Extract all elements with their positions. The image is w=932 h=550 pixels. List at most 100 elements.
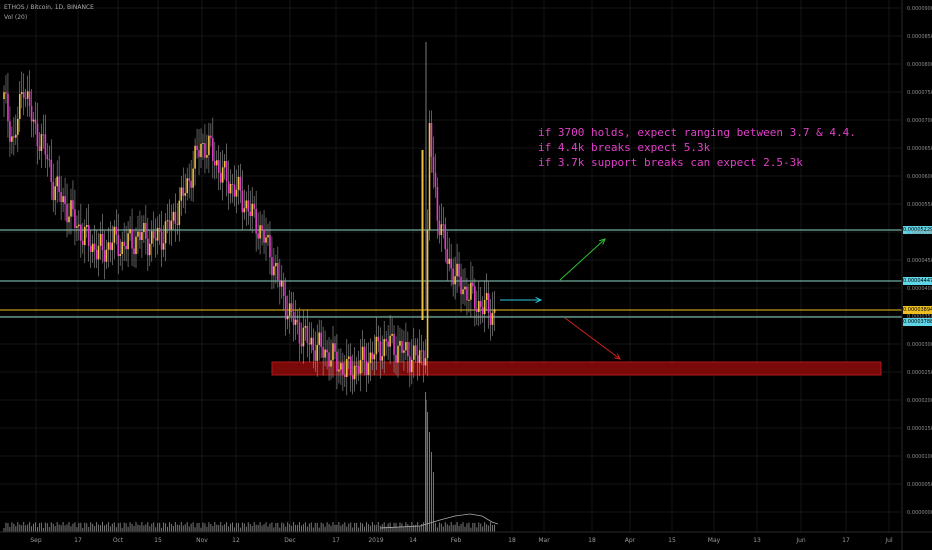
volume-bar (40, 522, 42, 532)
volume-bar (115, 527, 117, 532)
volume-bar (419, 525, 421, 532)
volume-bar (249, 523, 251, 532)
volume-bar (107, 522, 109, 532)
arrow-down (564, 317, 621, 360)
volume-bar (344, 522, 346, 532)
candle-body (99, 233, 102, 246)
x-tick-label: 18 (588, 537, 596, 544)
candle-body (160, 231, 163, 250)
candle-body (326, 349, 328, 353)
candle-body (458, 263, 460, 277)
volume-bar (492, 525, 494, 532)
volume-bar (163, 522, 165, 532)
candle-body (210, 135, 212, 138)
candle-body (282, 281, 285, 297)
candle-body (22, 92, 25, 99)
candle-body (212, 137, 214, 161)
candle-body (152, 231, 155, 239)
volume-bar (273, 527, 275, 532)
volume-bar (326, 522, 328, 532)
candle-body (40, 134, 43, 151)
support-zone (271, 361, 882, 376)
volume-bar (109, 526, 111, 532)
y-tick-label: 0.00005000 (907, 230, 932, 236)
volume-bar (265, 522, 267, 532)
arrow-sideways-head (535, 296, 543, 304)
volume-bar (123, 522, 125, 532)
candle-body (491, 312, 494, 325)
y-tick-label: 0.00004500 (907, 258, 932, 264)
y-tick-label: 0.00006000 (907, 174, 932, 180)
volume-label: Vol (20) (4, 14, 28, 21)
arrow-up (559, 238, 606, 281)
arrow-up-head (599, 238, 606, 245)
candle-body (141, 232, 143, 240)
candle-body (80, 224, 82, 241)
candle-body (38, 146, 41, 151)
candle-body (271, 257, 273, 276)
y-tick-label: 0.00006500 (907, 146, 932, 152)
candle-body (277, 262, 279, 280)
volume-bar (391, 527, 393, 532)
volume-bar (46, 523, 48, 532)
volume-bar (468, 522, 470, 532)
candle-body (103, 250, 106, 262)
volume-bar (356, 522, 358, 532)
candle-body (101, 233, 104, 251)
volume-bar (450, 522, 452, 532)
volume-bar (442, 526, 444, 532)
volume-bar (90, 522, 92, 532)
candle-body (154, 238, 157, 241)
candle-body (444, 224, 447, 250)
volume-bar (360, 522, 362, 532)
candle-body (239, 176, 242, 191)
price-tag-5229: 0.00005229 (903, 226, 932, 234)
candle-body (147, 238, 149, 256)
candle-body (340, 363, 342, 370)
y-tick-label: 0.00008500 (907, 34, 932, 40)
candle-body (466, 286, 468, 301)
candle-body (186, 178, 189, 194)
x-tick-label: 17 (332, 537, 340, 544)
candle-body (56, 176, 58, 187)
candle-body (44, 134, 47, 155)
volume-bar (153, 522, 155, 532)
candle-body (243, 208, 246, 213)
candle-body (483, 299, 486, 315)
candle-body (300, 343, 303, 347)
volume-bar (42, 527, 44, 532)
volume-bar (224, 524, 226, 532)
candle-body (93, 243, 96, 250)
candle-body (219, 172, 222, 183)
volume-bar (52, 523, 54, 532)
y-tick-label: 0.00008000 (907, 62, 932, 68)
volume-bar (448, 525, 450, 532)
volume-bar (7, 523, 9, 532)
candle-body (312, 337, 315, 351)
candle-body (137, 231, 139, 237)
candle-body (456, 263, 458, 277)
volume-bar (299, 522, 300, 532)
candle-body (85, 225, 88, 227)
candle-body (487, 293, 490, 313)
volume-bar (184, 524, 186, 532)
volume-bar (190, 523, 192, 532)
volume-bar (226, 522, 228, 532)
volume-bar (157, 523, 159, 532)
candle-body (184, 193, 187, 196)
candle-body (247, 200, 250, 212)
candle-body (145, 222, 147, 239)
volume-bar (198, 522, 200, 532)
volume-bar (58, 524, 60, 532)
volume-bar (31, 526, 33, 532)
volume-bar (44, 522, 46, 532)
volume-bar (9, 527, 11, 532)
volume-bar (472, 522, 474, 532)
x-tick-label: 13 (753, 537, 761, 544)
candle-body (245, 200, 248, 209)
y-tick-label: 0.00007000 (907, 118, 932, 124)
volume-bar (220, 522, 222, 532)
volume-bar (94, 526, 96, 532)
